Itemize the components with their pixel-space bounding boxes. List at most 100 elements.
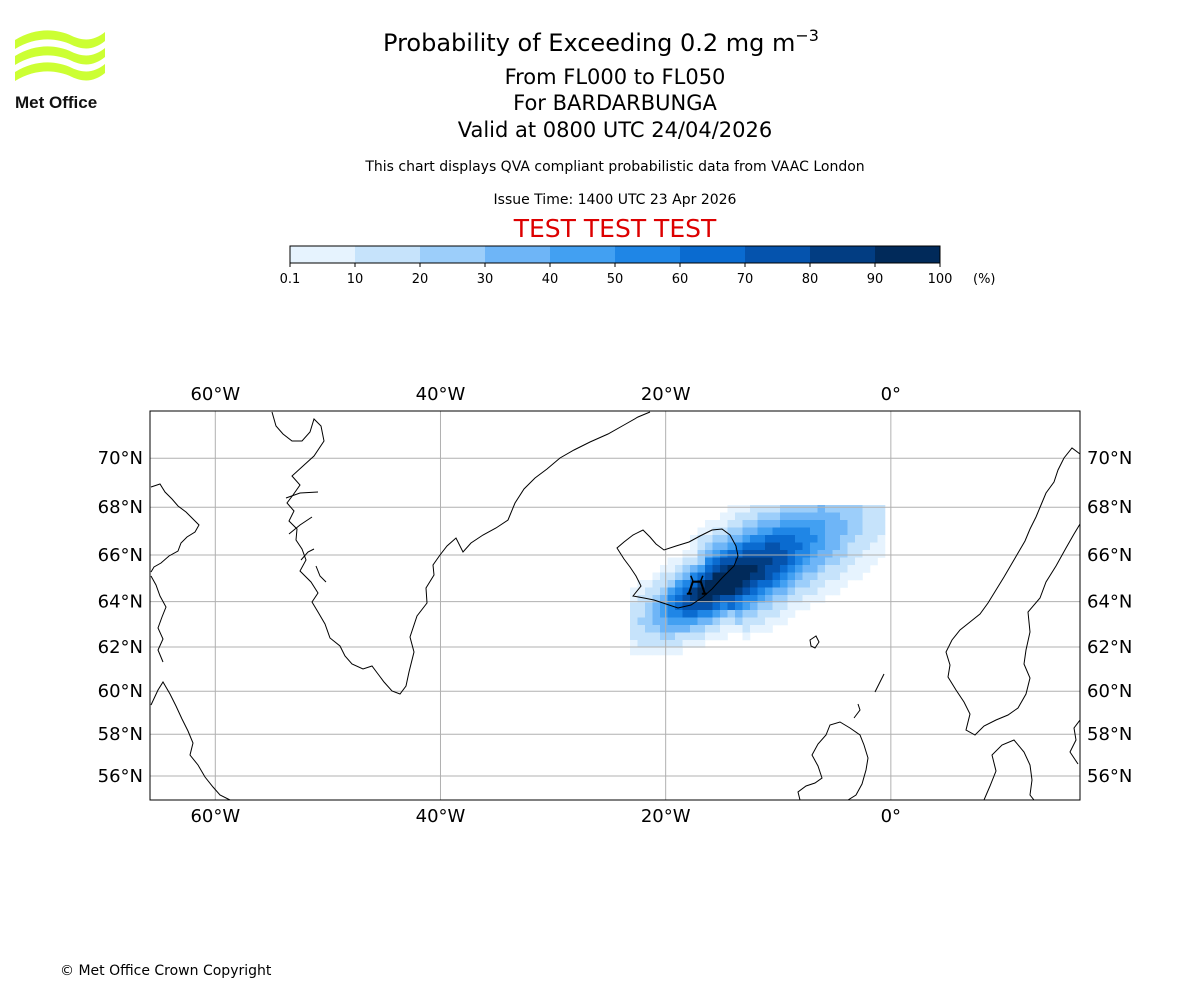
probability-cell xyxy=(667,610,676,618)
chart-description: This chart displays QVA compliant probab… xyxy=(364,159,864,175)
probability-cell xyxy=(660,587,668,596)
latitude-label: 68°N xyxy=(1087,497,1132,518)
probability-cell xyxy=(727,602,736,611)
probability-cell xyxy=(675,602,683,611)
probability-cell xyxy=(742,542,751,551)
probability-cell xyxy=(817,520,826,528)
probability-cell xyxy=(742,565,751,573)
probability-cell xyxy=(750,580,758,588)
probability-cell xyxy=(787,595,796,603)
probability-cell xyxy=(757,535,766,543)
probability-cell xyxy=(765,512,773,521)
probability-cell xyxy=(660,647,668,656)
probability-cell xyxy=(735,625,743,633)
probability-cell xyxy=(697,625,706,633)
probability-cell xyxy=(832,565,841,573)
probability-cell xyxy=(765,595,773,603)
probability-cell xyxy=(780,527,788,536)
graticule xyxy=(150,411,1080,800)
probability-cell xyxy=(637,640,646,648)
flight-level-range: From FL000 to FL050 xyxy=(505,65,726,89)
probability-cell xyxy=(810,512,818,521)
probability-cell xyxy=(855,512,863,521)
probability-cell xyxy=(697,632,706,641)
probability-cell xyxy=(855,550,863,558)
probability-cell xyxy=(705,550,713,558)
probability-cell xyxy=(862,512,871,521)
logo-wave xyxy=(15,46,105,65)
probability-cell xyxy=(817,572,826,581)
probability-cell xyxy=(645,587,653,596)
probability-cell xyxy=(802,587,811,596)
probability-cell xyxy=(795,542,803,551)
probability-cell xyxy=(690,610,698,618)
probability-cell xyxy=(780,550,788,558)
probability-cell xyxy=(705,535,713,543)
probability-cell xyxy=(652,640,661,648)
probability-cell xyxy=(742,602,751,611)
probability-cell xyxy=(802,535,811,543)
probability-cell xyxy=(675,572,683,581)
probability-cell xyxy=(795,572,803,581)
probability-cell xyxy=(825,535,833,543)
probability-cell xyxy=(645,632,653,641)
probability-cell xyxy=(652,602,661,611)
probability-cell xyxy=(682,587,691,596)
probability-cell xyxy=(780,580,788,588)
probability-cell xyxy=(877,520,886,528)
coastline-faroe xyxy=(809,635,820,649)
coastline-greenland xyxy=(271,411,651,695)
probability-cell xyxy=(735,520,743,528)
probability-cell xyxy=(682,557,691,566)
probability-cell xyxy=(810,550,818,558)
probability-cell xyxy=(705,580,713,588)
probability-cell xyxy=(757,587,766,596)
probability-cell xyxy=(720,625,728,633)
probability-cell xyxy=(757,505,766,513)
colorbar-segment xyxy=(810,246,876,263)
logo-wave xyxy=(15,30,105,49)
probability-cell xyxy=(810,557,818,566)
probability-cell xyxy=(795,580,803,588)
probability-cell xyxy=(787,580,796,588)
probability-cell xyxy=(832,542,841,551)
probability-cell xyxy=(660,610,668,618)
probability-cell xyxy=(712,535,721,543)
probability-cell xyxy=(795,602,803,611)
probability-cell xyxy=(787,527,796,536)
probability-cell xyxy=(682,617,691,626)
probability-cell xyxy=(832,557,841,566)
probability-cell xyxy=(652,632,661,641)
probability-cell xyxy=(802,512,811,521)
copyright-notice: © Met Office Crown Copyright xyxy=(60,963,272,979)
probability-cell xyxy=(772,542,781,551)
probability-cell xyxy=(810,505,818,513)
probability-cell xyxy=(847,512,856,521)
probability-cell xyxy=(862,505,871,513)
valid-time: Valid at 0800 UTC 24/04/2026 xyxy=(458,118,773,142)
probability-cell xyxy=(832,587,841,596)
probability-cell xyxy=(870,520,878,528)
probability-cell xyxy=(742,595,751,603)
latitude-label: 62°N xyxy=(98,637,143,658)
probability-cell xyxy=(697,550,706,558)
probability-cell xyxy=(780,505,788,513)
probability-cell xyxy=(855,557,863,566)
probability-cell xyxy=(667,565,676,573)
probability-cell xyxy=(645,602,653,611)
probability-cell xyxy=(757,595,766,603)
probability-cell xyxy=(660,617,668,626)
probability-cell xyxy=(817,580,826,588)
probability-cell xyxy=(705,572,713,581)
probability-cell xyxy=(795,512,803,521)
probability-cell xyxy=(727,527,736,536)
probability-cell xyxy=(682,595,691,603)
probability-cell xyxy=(847,542,856,551)
probability-cell xyxy=(720,565,728,573)
probability-cell xyxy=(727,550,736,558)
probability-cell xyxy=(682,565,691,573)
probability-cell xyxy=(795,535,803,543)
probability-cell xyxy=(742,610,751,618)
probability-cell xyxy=(637,587,646,596)
probability-cell xyxy=(645,647,653,656)
